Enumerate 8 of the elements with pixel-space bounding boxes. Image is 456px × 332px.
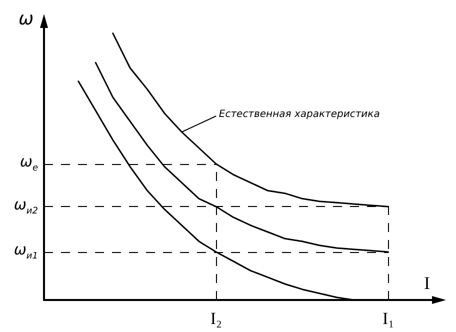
x-tick-label: I₁ bbox=[382, 309, 394, 328]
ref-line-label: ω$_{е}$ bbox=[20, 152, 38, 174]
x-axis-title: I bbox=[424, 273, 430, 293]
annotation: Естественная характеристика bbox=[218, 109, 380, 120]
x-tick-label: I₂ bbox=[210, 309, 222, 328]
y-axis-title: ω bbox=[18, 8, 34, 30]
ref-line-label: ω$_{и1}$ bbox=[14, 240, 38, 262]
ref-line-label: ω$_{и2}$ bbox=[14, 195, 38, 216]
